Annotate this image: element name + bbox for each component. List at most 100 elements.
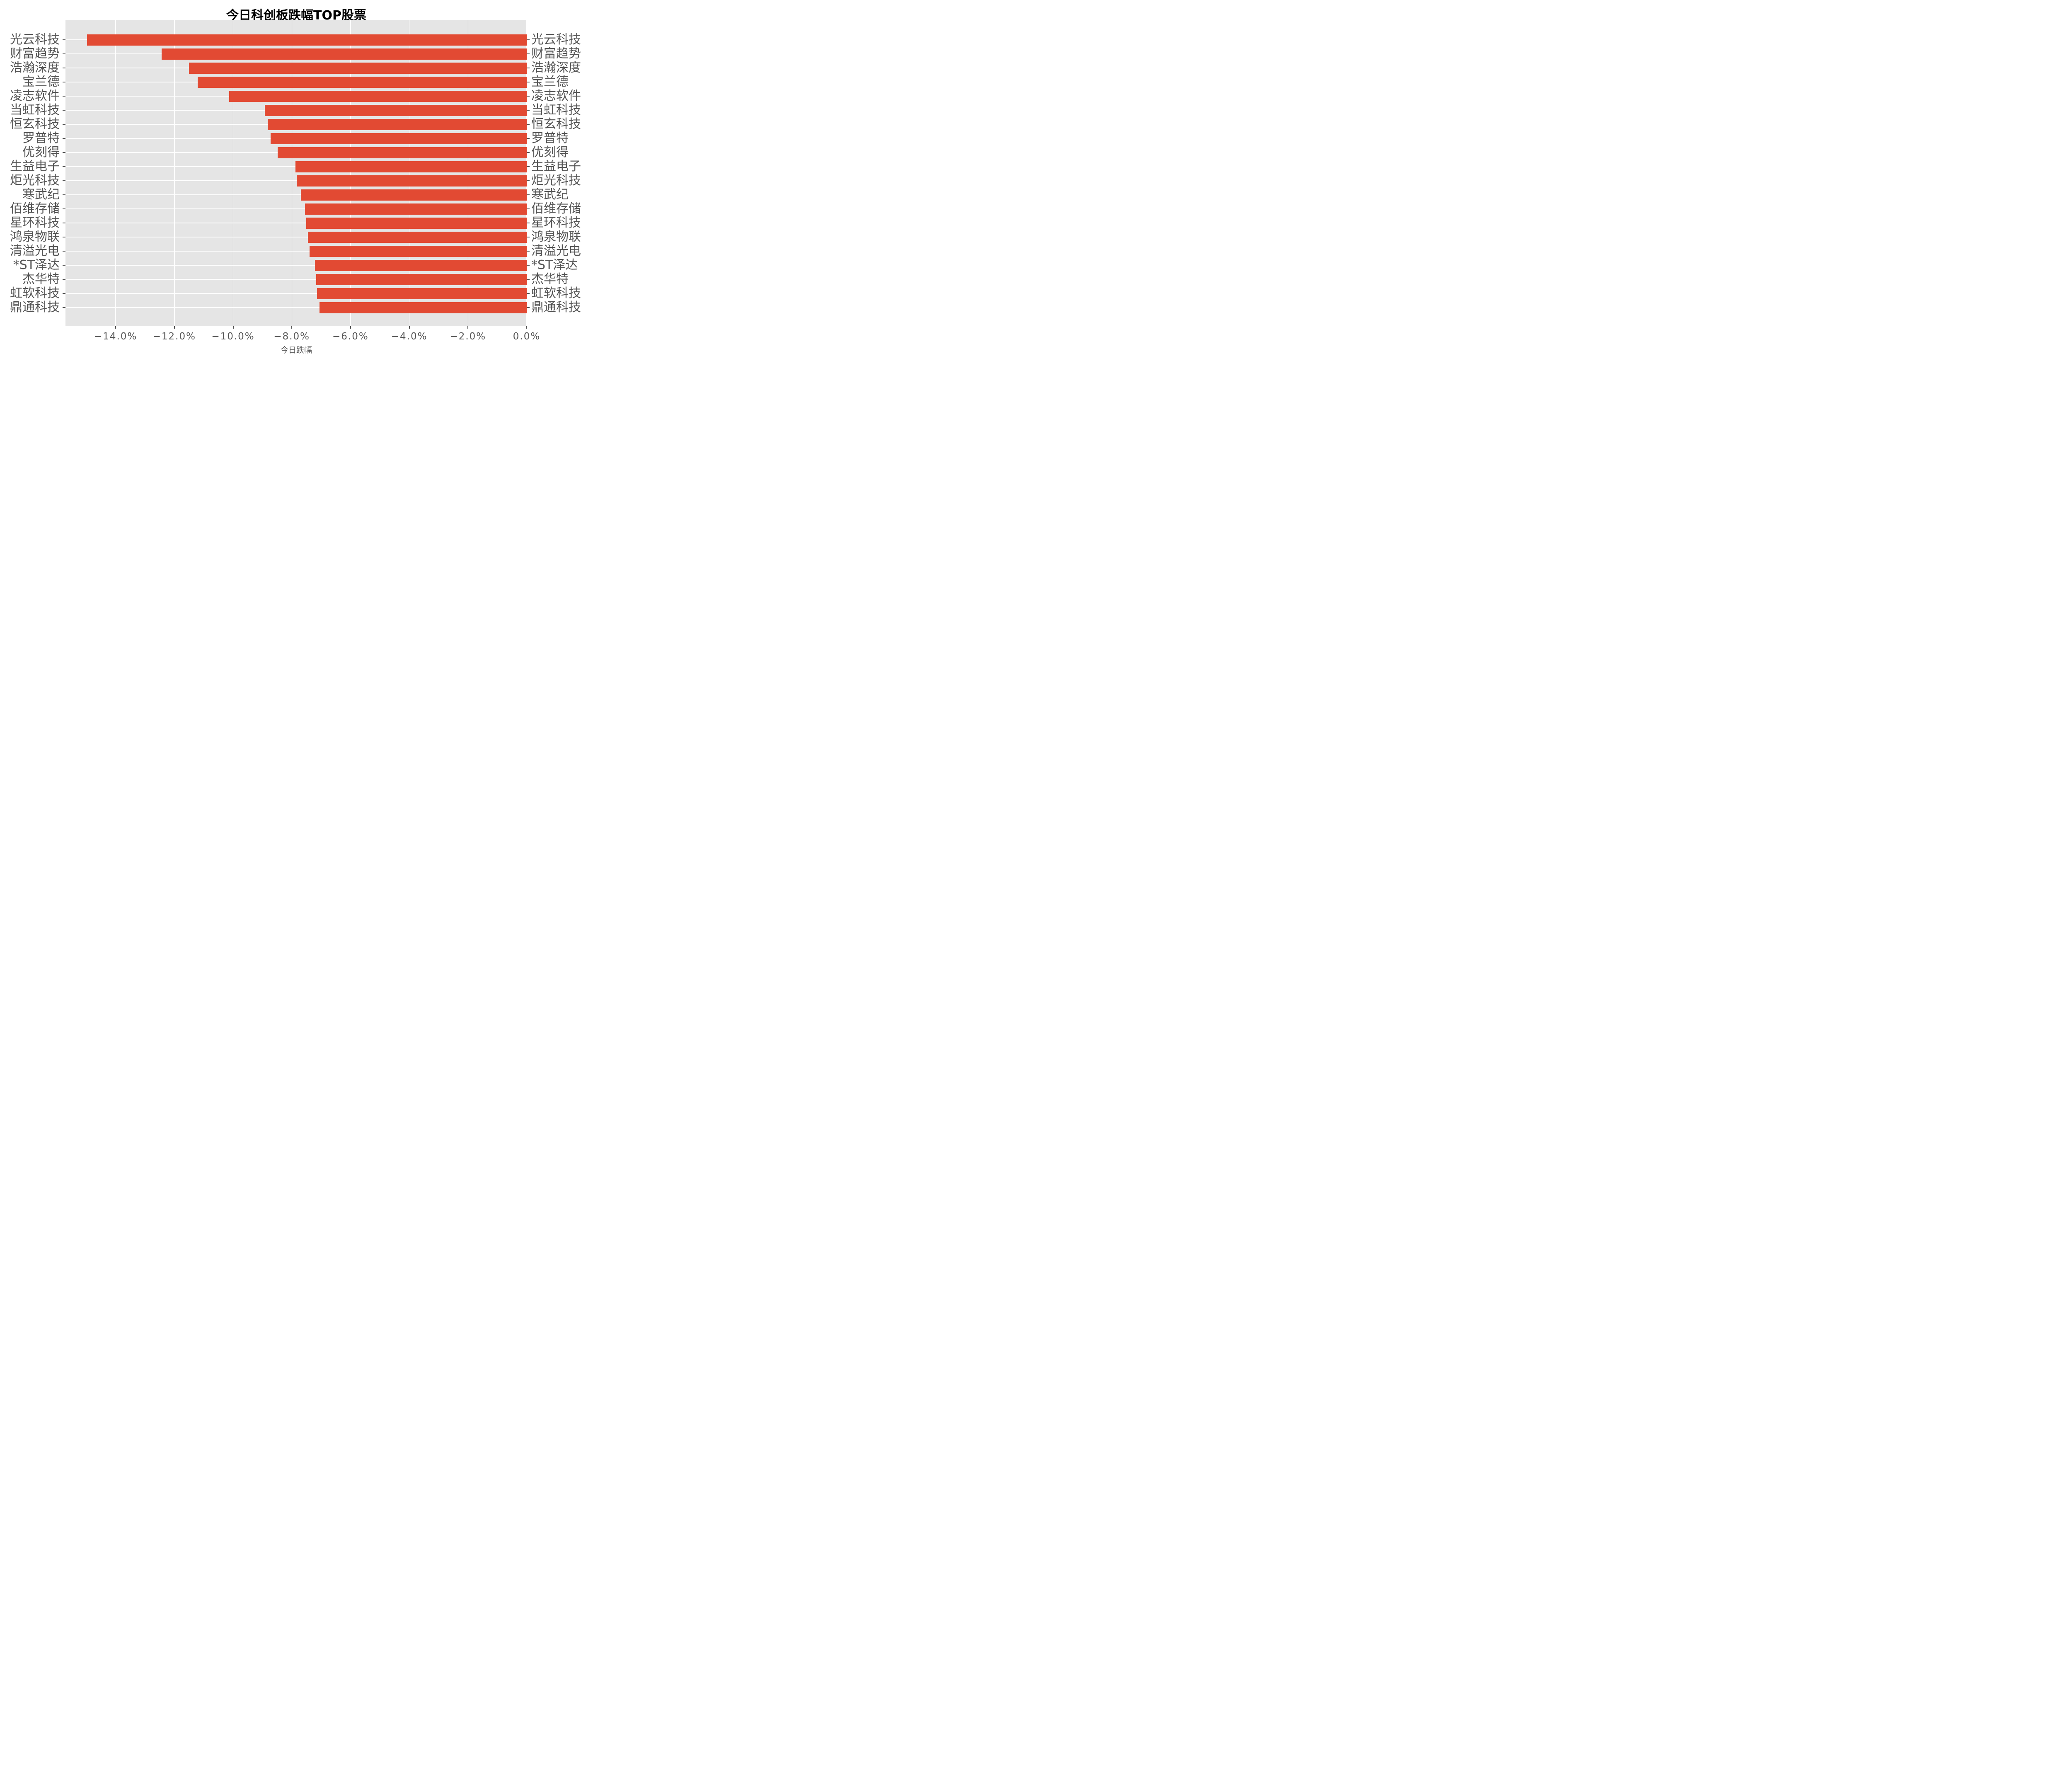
y-tick-label-left: 财富趋势 [10,46,60,61]
bar-16 [310,245,527,257]
y-tick-left [63,251,65,252]
y-gridline [65,194,527,195]
y-tick-label-right: 财富趋势 [531,46,581,61]
y-tick-right [527,251,530,252]
y-tick-label-left: 生益电子 [10,159,60,174]
y-gridline [65,293,527,294]
x-gridline [115,20,116,326]
x-gridline [174,20,175,326]
bar-18 [316,274,527,285]
y-tick-left [63,110,65,111]
y-tick-label-right: 清溢光电 [531,244,581,258]
chart-figure: 今日科创板跌幅TOP股票 光云科技 光云科技 财富趋势 财富趋势 浩瀚深度 浩瀚深度 宝兰德… [0,0,593,358]
x-gridline [467,20,469,326]
x-tick [232,326,234,329]
y-tick-label-left: 寒武纪 [22,187,60,202]
bar-3 [189,62,527,74]
y-tick-label-left: 炬光科技 [10,173,60,188]
y-gridline [65,307,527,308]
y-tick-label-right: 寒武纪 [531,187,569,202]
y-tick-label-right: 杰华特 [531,272,569,286]
bar-1 [87,34,527,46]
y-tick-right [527,96,530,97]
y-tick-right [527,166,530,167]
bar-11 [296,175,527,187]
bar-2 [161,48,527,60]
y-tick-label-left: 优刻得 [22,145,60,160]
y-tick-left [63,180,65,181]
bar-7 [268,119,527,130]
x-tick-label: −2.0% [450,331,487,342]
y-tick-label-left: *ST泽达 [13,258,60,272]
bar-13 [305,203,527,215]
y-tick-label-right: 光云科技 [531,32,581,47]
x-tick [115,326,116,329]
y-gridline [65,265,527,266]
y-tick-left [63,152,65,153]
y-tick-label-right: 当虹科技 [531,103,581,117]
y-tick-label-left: 宝兰德 [22,75,60,89]
y-tick-label-left: 鸿泉物联 [10,230,60,244]
x-tick-label: −4.0% [391,331,428,342]
y-tick-right [527,265,530,266]
x-gridline [350,20,351,326]
y-tick-label-right: *ST泽达 [531,258,578,272]
x-tick [350,326,351,329]
y-tick-right [527,194,530,195]
x-tick [291,326,293,329]
y-gridline [65,279,527,280]
bar-10 [295,161,527,172]
x-tick-label: 0.0% [513,331,541,342]
y-tick-label-right: 鸿泉物联 [531,230,581,244]
y-tick-right [527,110,530,111]
bar-14 [306,217,527,229]
y-tick-label-right: 恒玄科技 [531,117,581,131]
bar-9 [277,147,527,158]
x-tick-label: −10.0% [211,331,255,342]
y-tick-label-right: 虹软科技 [531,286,581,300]
y-tick-left [63,96,65,97]
x-tick [409,326,410,329]
x-tick [526,326,527,329]
y-tick-label-right: 生益电子 [531,159,581,174]
y-tick-label-right: 星环科技 [531,216,581,230]
y-gridline [65,208,527,209]
y-tick-right [527,138,530,139]
y-tick-left [63,53,65,54]
plot-panel [65,20,527,326]
y-tick-left [63,265,65,266]
bar-5 [229,90,527,102]
x-tick-label: −6.0% [332,331,369,342]
y-tick-left [63,293,65,294]
y-tick-label-left: 佰维存储 [10,201,60,216]
y-tick-right [527,39,530,40]
x-tick [174,326,175,329]
y-tick-label-right: 佰维存储 [531,201,581,216]
y-tick-left [63,194,65,195]
y-tick-left [63,124,65,125]
x-tick-label: −12.0% [152,331,196,342]
y-tick-left [63,279,65,280]
y-tick-right [527,152,530,153]
x-gridline [526,20,527,326]
y-tick-label-left: 杰华特 [22,272,60,286]
y-tick-left [63,39,65,40]
y-tick-label-left: 恒玄科技 [10,117,60,131]
y-tick-label-right: 宝兰德 [531,75,569,89]
y-tick-left [63,166,65,167]
bar-4 [197,76,527,88]
bar-19 [317,288,527,299]
y-tick-right [527,307,530,308]
y-tick-label-right: 凌志软件 [531,89,581,103]
y-tick-label-right: 优刻得 [531,145,569,160]
y-tick-label-right: 罗普特 [531,131,569,145]
y-gridline [65,251,527,252]
y-tick-label-left: 光云科技 [10,32,60,47]
y-tick-label-left: 当虹科技 [10,103,60,117]
x-tick [467,326,469,329]
x-gridline [291,20,292,326]
y-tick-label-left: 凌志软件 [10,89,60,103]
y-tick-label-left: 虹软科技 [10,286,60,300]
bar-8 [270,133,527,144]
y-tick-right [527,279,530,280]
